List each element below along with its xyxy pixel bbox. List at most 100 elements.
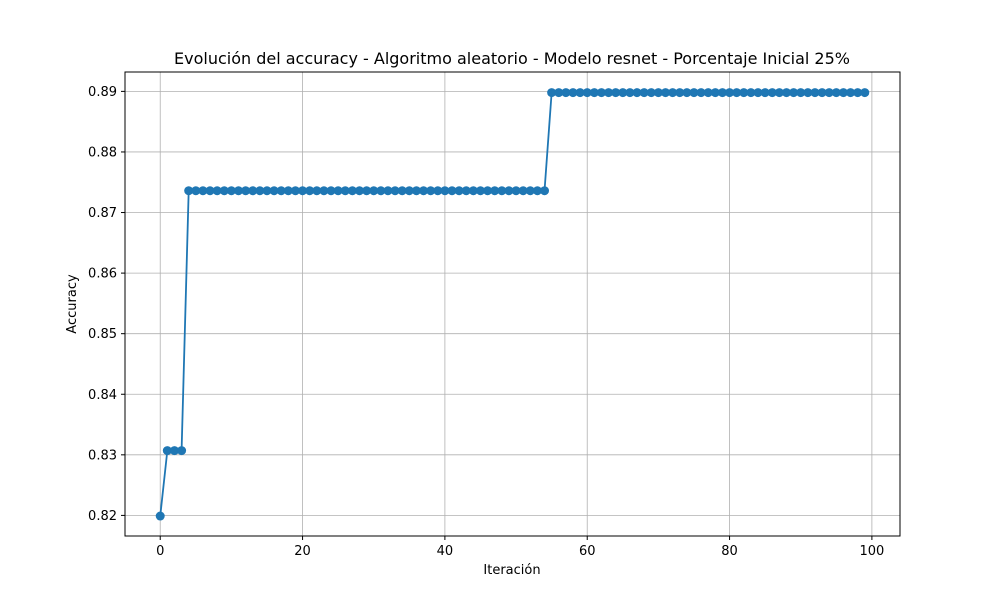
data-point (696, 88, 706, 98)
data-point (732, 88, 742, 98)
data-point (639, 88, 649, 98)
data-point (710, 88, 720, 98)
data-point (838, 88, 848, 98)
data-point (511, 186, 521, 196)
data-point (497, 186, 507, 196)
data-point (703, 88, 713, 98)
data-point (611, 88, 621, 98)
data-point (589, 88, 599, 98)
data-point (753, 88, 763, 98)
data-point (810, 88, 820, 98)
y-tick-label: 0.82 (88, 509, 117, 524)
data-point (625, 88, 635, 98)
y-tick-label: 0.83 (88, 448, 117, 463)
data-point (490, 186, 500, 196)
data-point (226, 186, 236, 196)
data-point (198, 186, 208, 196)
y-axis-label: Accuracy (65, 274, 80, 334)
data-point (618, 88, 628, 98)
data-point (532, 186, 542, 196)
data-point (269, 186, 279, 196)
x-tick-label: 40 (437, 544, 454, 559)
data-point (397, 186, 407, 196)
y-tick-label: 0.86 (88, 267, 117, 282)
data-point (789, 88, 799, 98)
data-point (575, 88, 585, 98)
data-point (241, 186, 251, 196)
data-point (440, 186, 450, 196)
data-point (689, 88, 699, 98)
chart-title: Evolución del accuracy - Algoritmo aleat… (174, 49, 850, 68)
y-tick-label: 0.87 (88, 206, 117, 221)
data-point (369, 186, 379, 196)
data-point (504, 186, 514, 196)
data-point (668, 88, 678, 98)
data-point (290, 186, 300, 196)
data-point (803, 88, 813, 98)
data-point (853, 88, 863, 98)
series-line (159, 91, 865, 517)
data-point (518, 186, 528, 196)
data-point (426, 186, 436, 196)
data-point (846, 88, 856, 98)
data-point (305, 186, 315, 196)
data-point (298, 186, 308, 196)
grid (125, 72, 900, 536)
data-point (283, 186, 293, 196)
data-point (411, 186, 421, 196)
data-point (483, 186, 493, 196)
data-point (319, 186, 329, 196)
data-point (568, 88, 578, 98)
data-point (340, 186, 350, 196)
data-point (774, 88, 784, 98)
x-axis-ticks: 0 20 40 60 80 100 (156, 536, 884, 559)
plot-frame (124, 71, 901, 537)
data-point (725, 88, 735, 98)
data-point (276, 186, 286, 196)
data-point (419, 186, 429, 196)
y-tick-label: 0.89 (88, 85, 117, 100)
data-point (255, 186, 265, 196)
data-point (155, 511, 165, 521)
data-point (661, 88, 671, 98)
x-tick-label: 20 (294, 544, 311, 559)
data-point (468, 186, 478, 196)
data-point (177, 446, 187, 456)
x-axis-label: Iteración (483, 563, 540, 578)
data-point (767, 88, 777, 98)
data-point (561, 88, 571, 98)
data-point (191, 186, 201, 196)
data-point (354, 186, 364, 196)
data-point (383, 186, 393, 196)
data-point (540, 186, 550, 196)
data-point (326, 186, 336, 196)
data-point (682, 88, 692, 98)
x-tick-label: 0 (156, 544, 164, 559)
data-point (525, 186, 535, 196)
y-tick-label: 0.84 (88, 388, 117, 403)
data-point (475, 186, 485, 196)
x-tick-label: 80 (721, 544, 738, 559)
data-point (212, 186, 222, 196)
data-point (433, 186, 443, 196)
y-tick-label: 0.88 (88, 145, 117, 160)
data-point (860, 88, 870, 98)
data-point (169, 446, 179, 456)
data-point (781, 88, 791, 98)
data-point (817, 88, 827, 98)
data-point (604, 88, 614, 98)
data-point (162, 446, 172, 456)
series-layer (155, 88, 870, 521)
y-axis-ticks: 0.82 0.83 0.84 0.85 0.86 0.87 0.88 0.89 (88, 85, 125, 524)
data-point (653, 88, 663, 98)
data-point (390, 186, 400, 196)
data-point (547, 88, 557, 98)
data-point (646, 88, 656, 98)
data-point (219, 186, 229, 196)
data-point (205, 186, 215, 196)
data-point (632, 88, 642, 98)
data-point (831, 88, 841, 98)
data-point (184, 186, 194, 196)
data-point (582, 88, 592, 98)
